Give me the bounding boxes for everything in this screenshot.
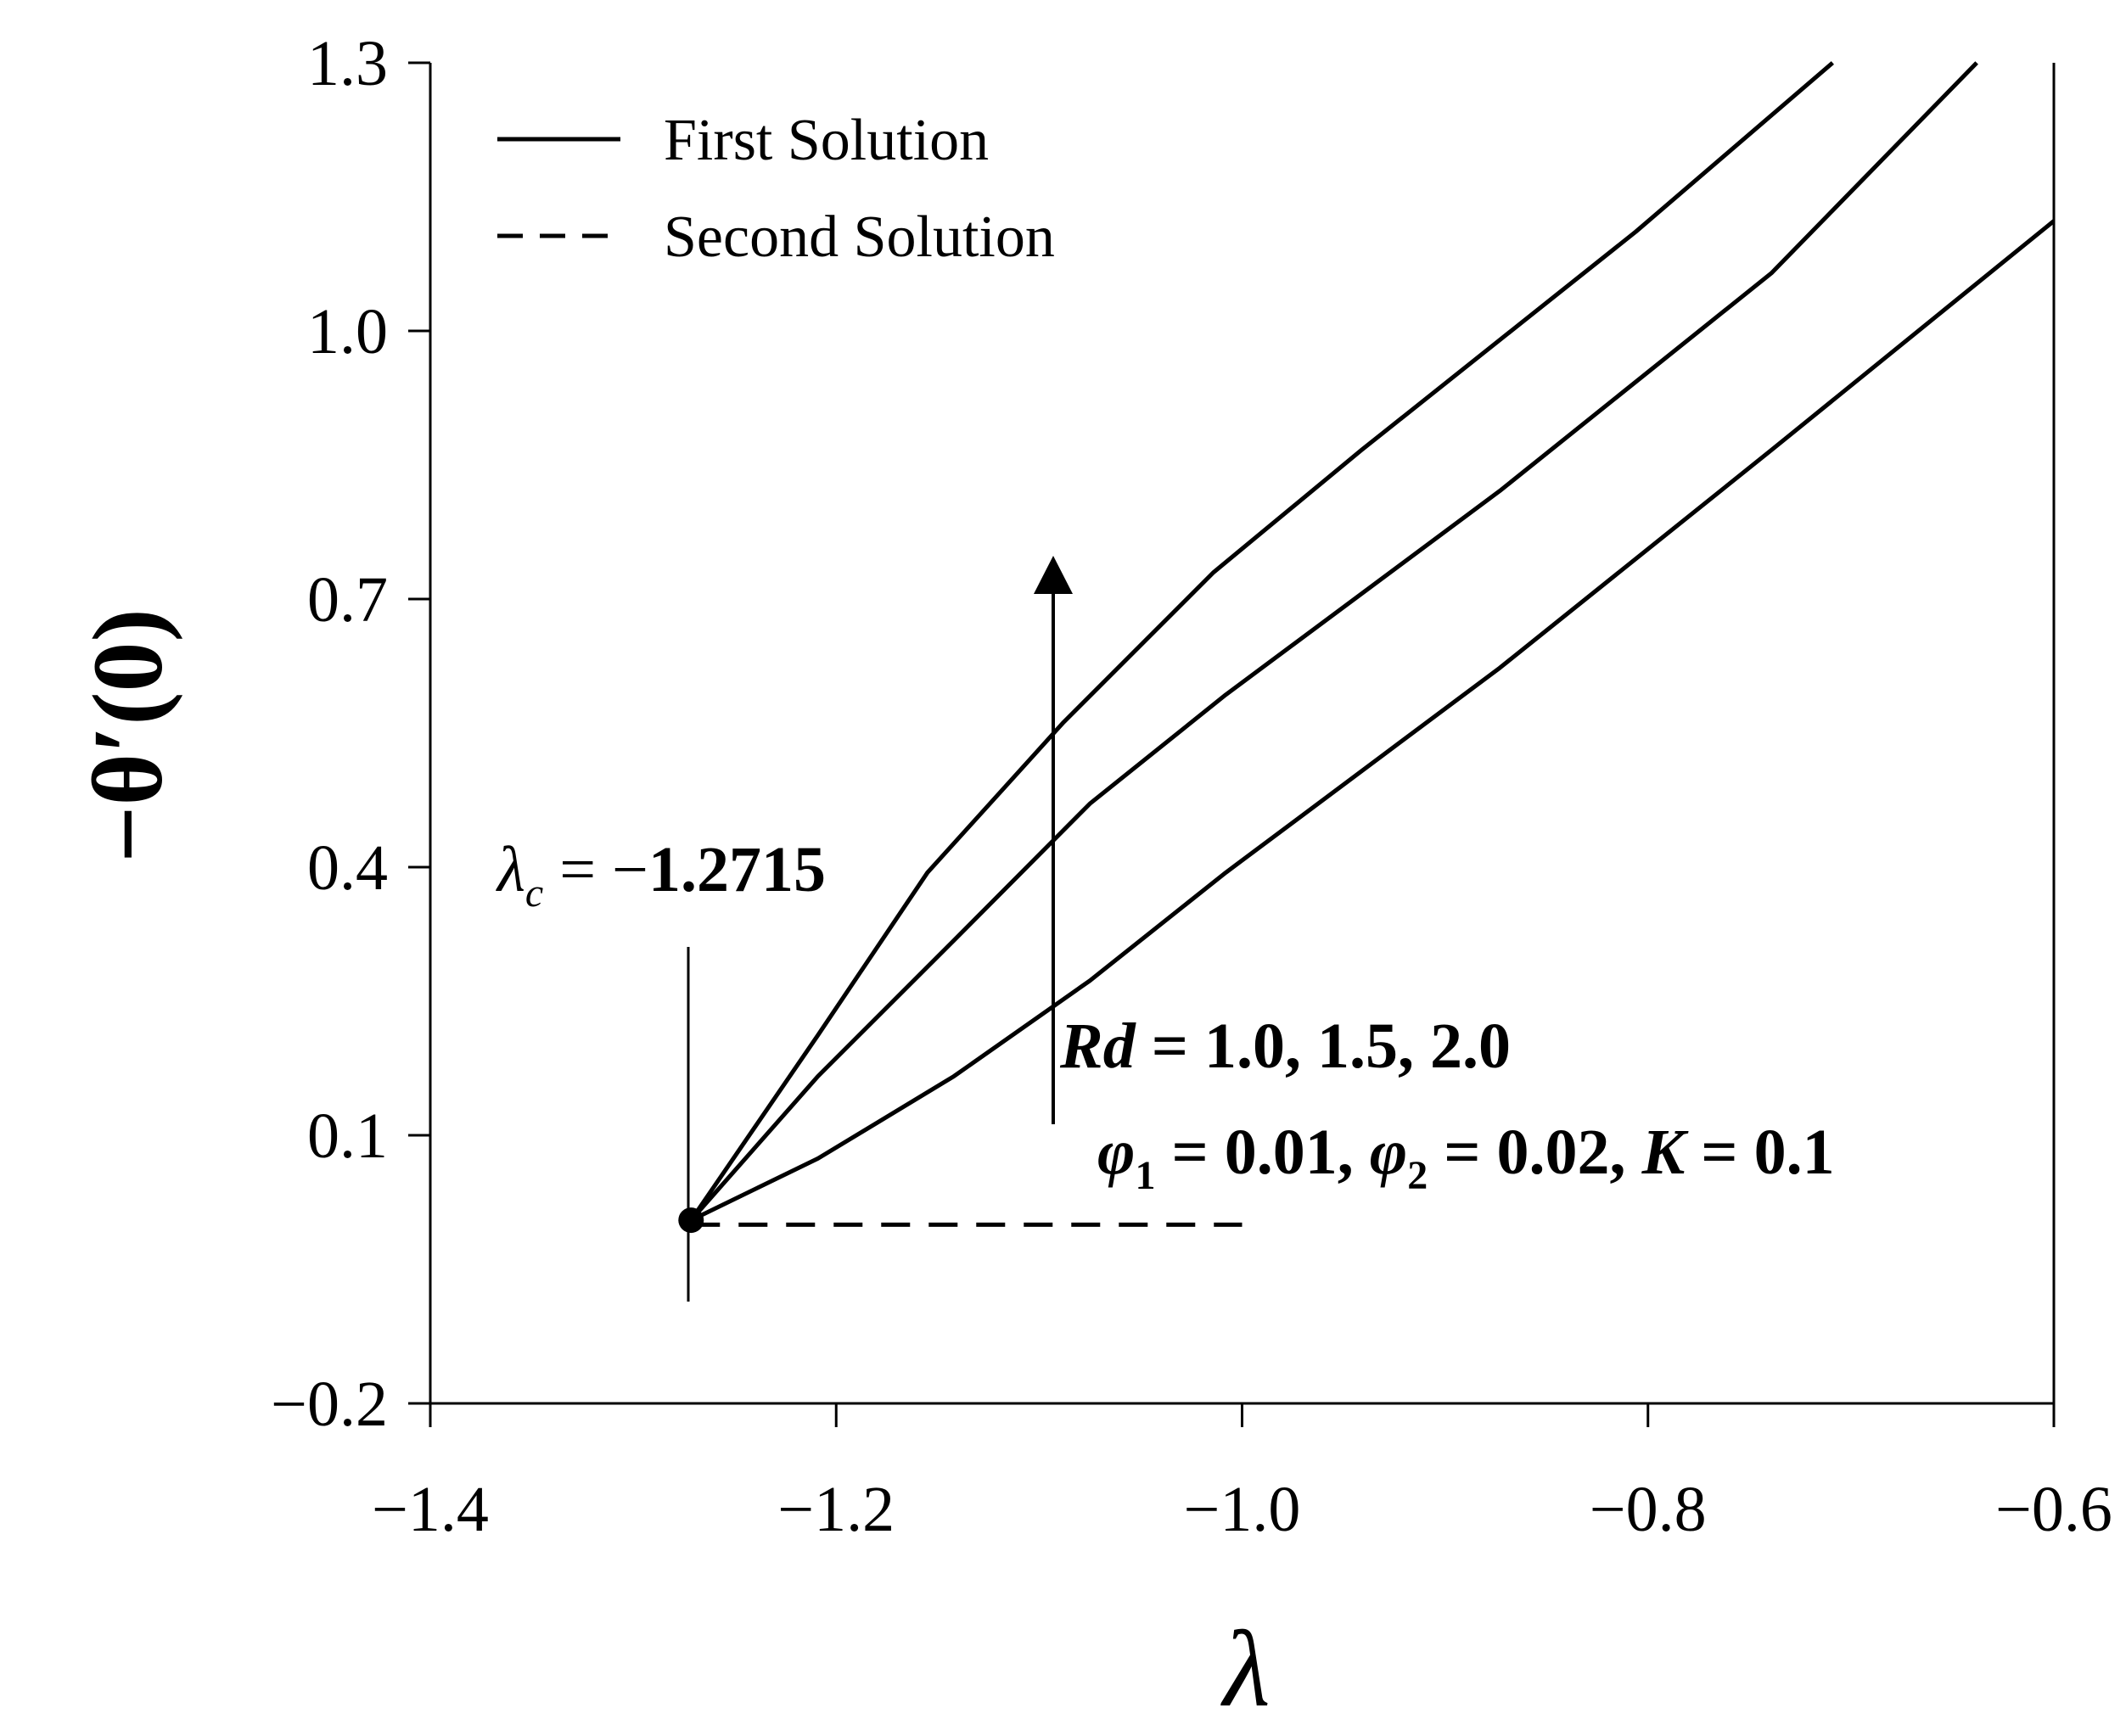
- x-tick-label: −1.2: [777, 1474, 895, 1545]
- y-axis-label: −θ′(0): [72, 608, 183, 863]
- solution-curve: [690, 219, 2056, 1223]
- y-tick-label: 0.4: [307, 832, 388, 904]
- annotation-part: λ: [496, 834, 525, 905]
- annotation-part: = 0.02,: [1428, 1117, 1641, 1188]
- y-tick-label: −0.2: [271, 1369, 388, 1440]
- arrow-head: [1034, 556, 1073, 594]
- annotation-part: c: [525, 871, 543, 916]
- annotation-part: 1.2715: [648, 834, 826, 905]
- x-tick-label: −0.6: [1995, 1474, 2112, 1545]
- annotation-part: = 1.0, 1.5, 2.0: [1136, 1011, 1511, 1082]
- annotation: φ1 = 0.01, φ2 = 0.02, K = 0.1: [1097, 1117, 1835, 1198]
- x-axis-label: λ: [1220, 1609, 1270, 1729]
- critical-point: [678, 1207, 704, 1234]
- x-tick-label: −1.0: [1184, 1474, 1301, 1545]
- annotation-part: = 0.01,: [1155, 1117, 1369, 1188]
- y-tick-label: 1.3: [307, 28, 388, 99]
- annotation-part: K: [1641, 1117, 1689, 1188]
- annotation: Rd = 1.0, 1.5, 2.0: [1059, 1011, 1511, 1082]
- annotation-part: 2: [1407, 1153, 1428, 1198]
- y-tick-label: 0.7: [307, 564, 388, 636]
- y-tick-label: 0.1: [307, 1100, 388, 1172]
- annotation-part: = 0.1: [1685, 1117, 1834, 1188]
- annotation-part: φ: [1097, 1117, 1135, 1188]
- x-tick-label: −1.4: [372, 1474, 489, 1545]
- annotation-part: φ: [1370, 1117, 1407, 1188]
- annotation-part: 1: [1135, 1153, 1155, 1198]
- annotation-part: Rd: [1059, 1011, 1136, 1082]
- solution-curve: [689, 61, 1978, 1222]
- legend-label: First Solution: [664, 108, 989, 173]
- x-tick-label: −0.8: [1590, 1474, 1707, 1545]
- y-tick-label: 1.0: [307, 296, 388, 367]
- solution-curve: [689, 61, 1834, 1222]
- legend-label: Second Solution: [664, 204, 1055, 270]
- annotation-part: = −: [543, 834, 648, 905]
- annotation: λc = −1.2715: [496, 834, 826, 916]
